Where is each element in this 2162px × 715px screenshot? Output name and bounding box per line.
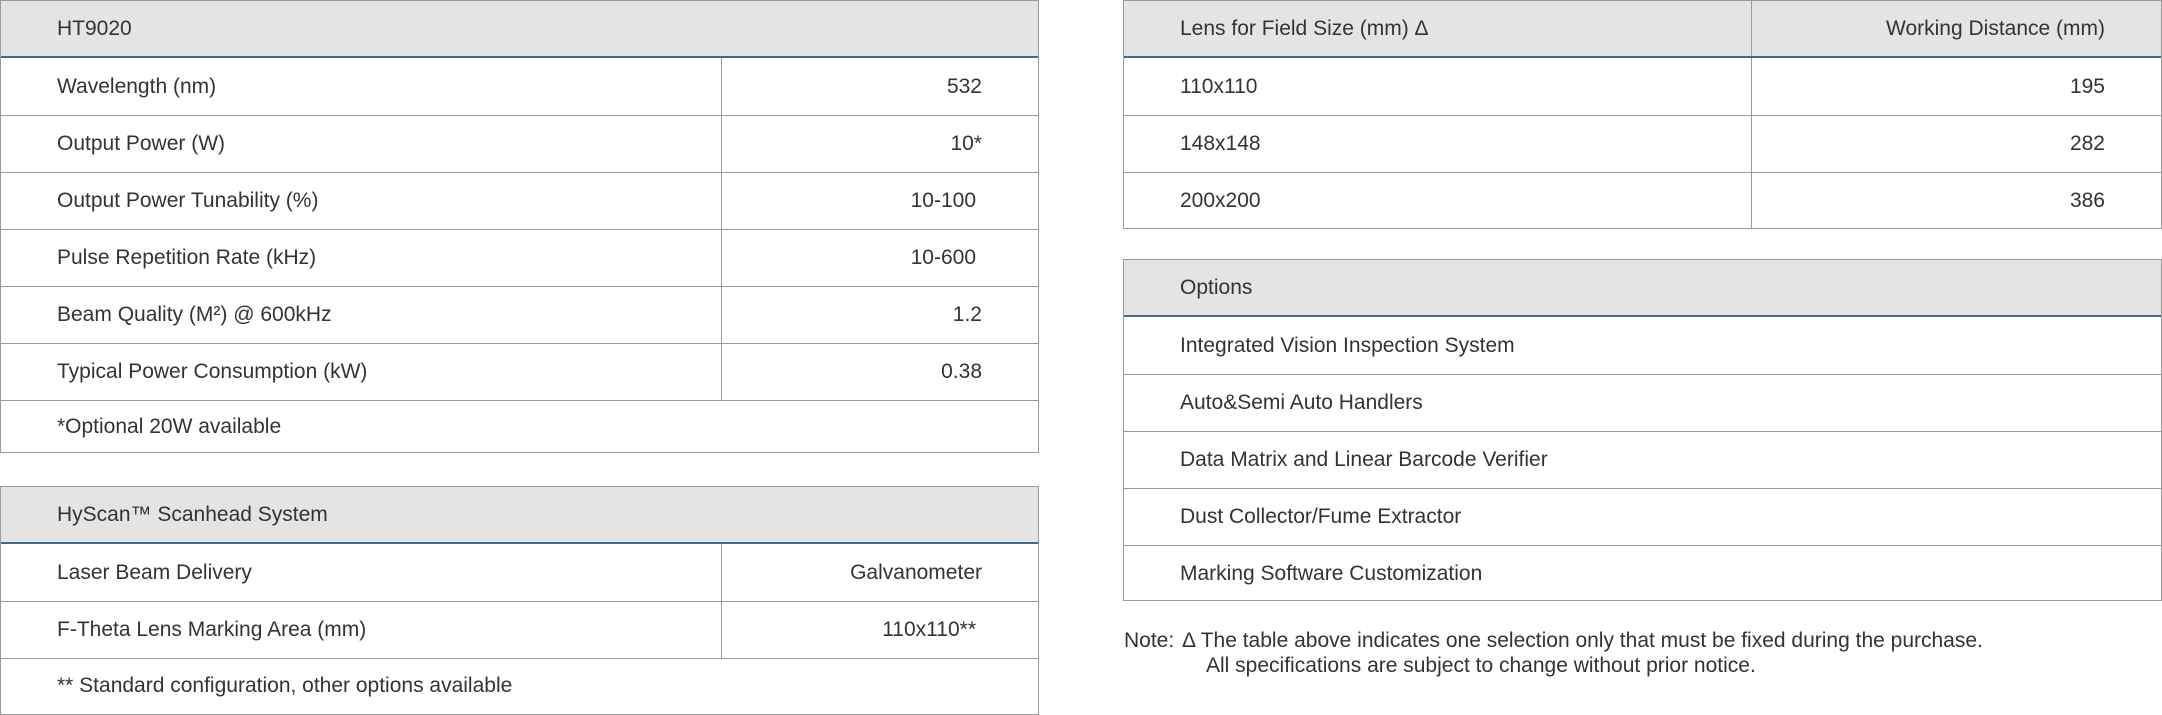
table-row: Output Power (W) 10* bbox=[1, 115, 1038, 172]
table-row: Typical Power Consumption (kW) 0.38 bbox=[1, 343, 1038, 400]
list-item: Integrated Vision Inspection System bbox=[1124, 317, 2161, 374]
row-value: 10-600 bbox=[721, 230, 1038, 286]
row-value: 0.38 bbox=[721, 344, 1038, 400]
table-row: F-Theta Lens Marking Area (mm) 110x110** bbox=[1, 601, 1038, 658]
table-header: HyScan™ Scanhead System bbox=[1, 487, 1038, 544]
table-row: Pulse Repetition Rate (kHz) 10-600 bbox=[1, 229, 1038, 286]
row-value: 1.2 bbox=[721, 287, 1038, 343]
table-title: HyScan™ Scanhead System bbox=[57, 502, 328, 526]
row-value: 110x110** bbox=[721, 602, 1038, 658]
spec-table: HT9020 Wavelength (nm) 532 Output Power (… bbox=[0, 0, 1039, 453]
list-item: Data Matrix and Linear Barcode Verifier bbox=[1124, 431, 2161, 488]
table-row: 110x110 195 bbox=[1124, 58, 2161, 115]
list-item: Marking Software Customization bbox=[1124, 545, 2161, 602]
row-label: Typical Power Consumption (kW) bbox=[57, 360, 368, 383]
row-label: Beam Quality (M²) @ 600kHz bbox=[57, 303, 332, 326]
table-row: Laser Beam Delivery Galvanometer bbox=[1, 544, 1038, 601]
row-label: Output Power (W) bbox=[57, 132, 226, 155]
note-label: Note: bbox=[1124, 629, 1175, 652]
table-title: Options bbox=[1180, 275, 1253, 299]
row-value: 282 bbox=[1751, 116, 2161, 172]
row-label: F-Theta Lens Marking Area (mm) bbox=[57, 618, 367, 641]
row-value: 532 bbox=[721, 58, 1038, 115]
column-header-working-distance: Working Distance (mm) bbox=[1751, 1, 2161, 56]
list-item: Dust Collector/Fume Extractor bbox=[1124, 488, 2161, 545]
table-header: Lens for Field Size (mm) Δ Working Distan… bbox=[1124, 1, 2161, 58]
row-label: 148x148 bbox=[1180, 132, 1261, 155]
footnote: ** Standard configuration, other options… bbox=[57, 673, 513, 697]
footnote-row: ** Standard configuration, other options… bbox=[1, 658, 1038, 712]
column-header-field-size: Lens for Field Size (mm) Δ bbox=[1180, 16, 1429, 40]
row-value: 386 bbox=[1751, 173, 2161, 229]
table-header: Options bbox=[1124, 260, 2161, 317]
row-label: Pulse Repetition Rate (kHz) bbox=[57, 246, 317, 269]
options-table: Options Integrated Vision Inspection Sys… bbox=[1123, 259, 2162, 601]
list-item: Auto&Semi Auto Handlers bbox=[1124, 374, 2161, 431]
row-label: Wavelength (nm) bbox=[57, 74, 217, 98]
table-row: 148x148 282 bbox=[1124, 115, 2161, 172]
row-label: Laser Beam Delivery bbox=[57, 560, 252, 584]
table-header: HT9020 bbox=[1, 1, 1038, 58]
row-label: 200x200 bbox=[1180, 189, 1261, 212]
note-line-2: All specifications are subject to change… bbox=[1206, 654, 1756, 677]
note: Note: Δ The table above indicates one sel… bbox=[1124, 628, 1983, 678]
table-row: 200x200 386 bbox=[1124, 172, 2161, 229]
lens-table: Lens for Field Size (mm) Δ Working Distan… bbox=[1123, 0, 2162, 229]
option-label: Dust Collector/Fume Extractor bbox=[1180, 505, 1462, 528]
option-label: Marking Software Customization bbox=[1180, 562, 1483, 585]
scanhead-table: HyScan™ Scanhead System Laser Beam Deliv… bbox=[0, 486, 1039, 715]
footnote: *Optional 20W available bbox=[57, 415, 282, 438]
row-label: 110x110 bbox=[1180, 74, 1258, 98]
row-value: Galvanometer bbox=[721, 544, 1038, 601]
option-label: Auto&Semi Auto Handlers bbox=[1180, 391, 1423, 414]
row-value: 10-100 bbox=[721, 173, 1038, 229]
row-label: Output Power Tunability (%) bbox=[57, 189, 319, 212]
row-value: 195 bbox=[1751, 58, 2161, 115]
footnote-row: *Optional 20W available bbox=[1, 400, 1038, 453]
table-row: Wavelength (nm) 532 bbox=[1, 58, 1038, 115]
row-value: 10* bbox=[721, 116, 1038, 172]
option-label: Integrated Vision Inspection System bbox=[1180, 333, 1515, 357]
option-label: Data Matrix and Linear Barcode Verifier bbox=[1180, 448, 1548, 471]
table-row: Beam Quality (M²) @ 600kHz 1.2 bbox=[1, 286, 1038, 343]
table-row: Output Power Tunability (%) 10-100 bbox=[1, 172, 1038, 229]
table-title: HT9020 bbox=[57, 16, 132, 40]
note-line-1: Δ The table above indicates one selectio… bbox=[1182, 629, 1983, 652]
